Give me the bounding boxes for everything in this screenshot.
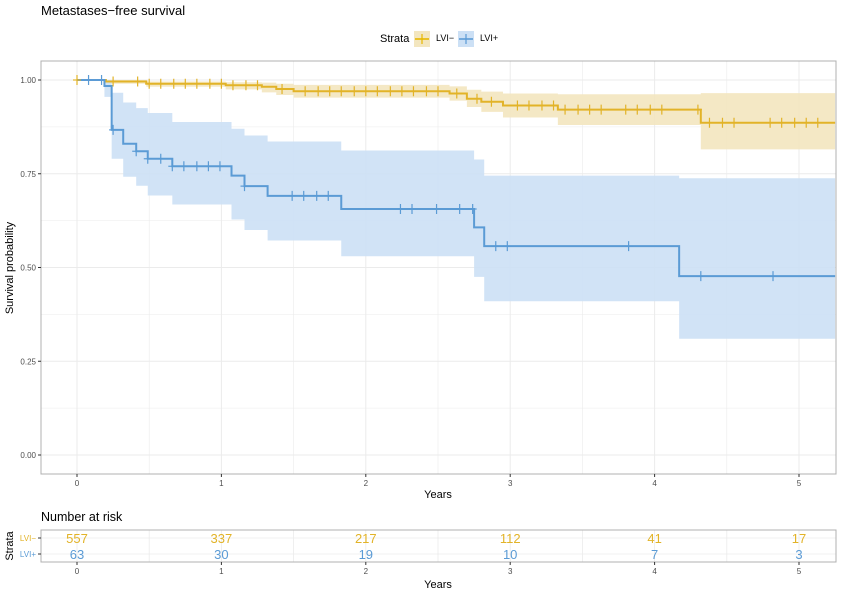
legend: Strata LVI− LVI+	[380, 31, 498, 47]
y-tick-label: 1.00	[20, 76, 36, 85]
risk-table-border	[40, 529, 837, 563]
risk-values: 557 337 217 112 41 17 63 30 19 10 7 3	[66, 531, 806, 562]
x-tick-label: 0	[75, 479, 80, 488]
y-tick-label: 0.00	[20, 451, 36, 460]
x-tick-label: 5	[797, 479, 802, 488]
risk-grid-lines	[41, 530, 836, 562]
risk-table-panel: 557 337 217 112 41 17 63 30 19 10 7 3 LVI− LVI+ 0 1 2 3…	[20, 529, 837, 576]
risk-x-tick-label: 2	[364, 567, 369, 576]
risk-value: 3	[795, 547, 802, 562]
censor-marks	[73, 75, 822, 282]
risk-x-axis-title: Years	[424, 579, 452, 591]
risk-x-tick-label: 4	[652, 567, 657, 576]
risk-value: 337	[211, 531, 233, 546]
risk-x-tick-label: 5	[797, 567, 802, 576]
survival-plot-panel: 0.00 0.25 0.50 0.75 1.00 0 1 2 3 4 5	[20, 60, 837, 488]
risk-value: 10	[503, 547, 517, 562]
x-tick-label: 3	[508, 479, 513, 488]
legend-label-lvi-pos: LVI+	[480, 33, 498, 43]
y-tick-label: 0.50	[20, 264, 36, 273]
risk-row-label: LVI−	[20, 534, 36, 543]
risk-value: 17	[792, 531, 806, 546]
risk-value: 30	[214, 547, 228, 562]
risk-row-label: LVI+	[20, 550, 36, 559]
risk-value: 7	[651, 547, 658, 562]
y-tick-label: 0.75	[20, 170, 36, 179]
risk-value: 112	[500, 531, 521, 546]
risk-table-title: Number at risk	[41, 510, 123, 524]
risk-y-axis-title: Strata	[4, 530, 16, 560]
risk-x-axis: 0 1 2 3 4 5	[75, 562, 802, 576]
risk-x-tick-label: 3	[508, 567, 513, 576]
y-axis: 0.00 0.25 0.50 0.75 1.00	[20, 76, 41, 460]
risk-value: 217	[355, 531, 377, 546]
legend-label-lvi-neg: LVI−	[436, 33, 454, 43]
risk-x-tick-label: 0	[75, 567, 80, 576]
legend-title: Strata	[380, 33, 410, 45]
y-tick-label: 0.25	[20, 357, 36, 366]
risk-value: 63	[70, 547, 84, 562]
x-tick-label: 4	[652, 479, 657, 488]
risk-table-background	[41, 530, 836, 562]
x-axis-title: Years	[424, 489, 452, 501]
risk-value: 41	[647, 531, 661, 546]
ci-band-lvi-neg	[77, 80, 836, 150]
risk-value: 19	[359, 547, 373, 562]
x-axis: 0 1 2 3 4 5	[75, 474, 802, 488]
risk-value: 557	[66, 531, 88, 546]
x-tick-label: 1	[219, 479, 224, 488]
risk-x-tick-label: 1	[219, 567, 224, 576]
y-axis-title: Survival probability	[4, 221, 16, 314]
x-tick-label: 2	[364, 479, 369, 488]
risk-row-labels: LVI− LVI+	[20, 534, 41, 559]
chart-title: Metastases−free survival	[41, 3, 185, 18]
survival-curve-lvi-pos	[77, 79, 836, 278]
